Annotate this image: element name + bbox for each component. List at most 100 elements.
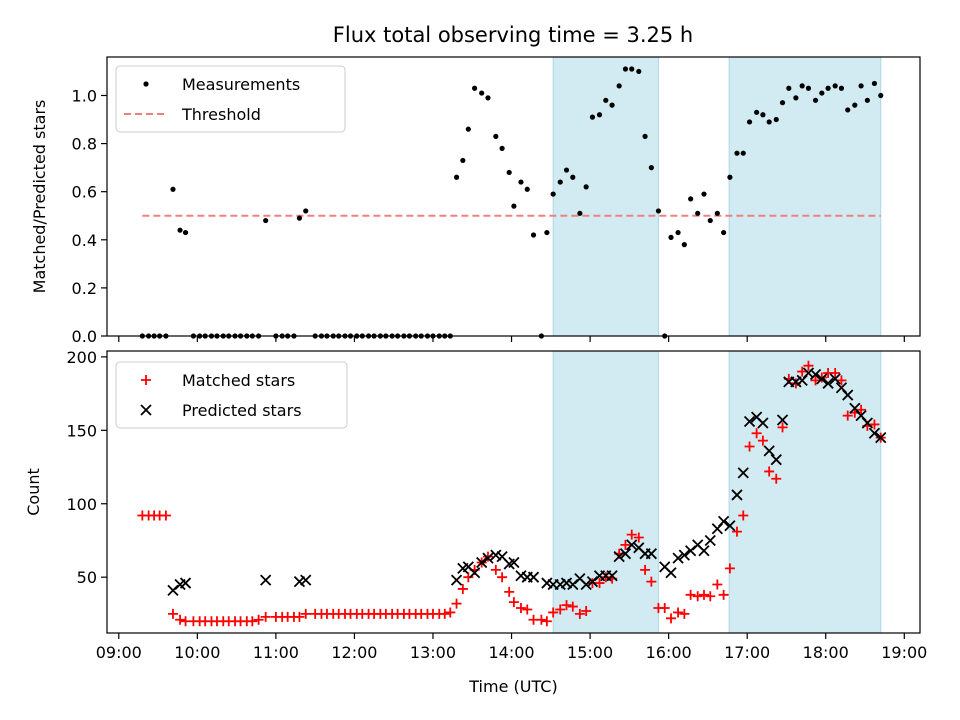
measurement-point	[852, 102, 858, 108]
measurement-point	[485, 95, 491, 101]
matched-star-point	[294, 611, 305, 622]
matched-star-point	[797, 366, 808, 377]
matched-star-point	[451, 598, 462, 609]
measurement-point	[460, 157, 466, 164]
x-tick-label: 16:00	[646, 643, 692, 662]
measurement-point	[825, 85, 831, 91]
measurement-point	[766, 119, 772, 125]
x-tick-label: 13:00	[410, 643, 456, 662]
measurement-point	[589, 114, 596, 120]
matched-star-point	[497, 572, 508, 583]
matched-star-point	[836, 375, 847, 386]
predicted-star-point	[580, 578, 592, 591]
matched-star-point	[482, 551, 493, 562]
matched-star-point	[679, 608, 690, 619]
measurement-point	[303, 208, 309, 214]
matched-star-point	[574, 608, 585, 619]
bottom-shaded-span	[728, 350, 882, 634]
matched-star-point	[633, 532, 644, 543]
predicted-star-point	[763, 445, 775, 457]
predicted-star-point	[672, 552, 684, 564]
predicted-star-point	[875, 432, 887, 444]
predicted-star-point	[678, 549, 690, 561]
bottom-shaded-span	[552, 350, 659, 634]
matched-star-point	[515, 603, 526, 614]
matched-star-point	[260, 611, 271, 622]
predicted-star-point	[757, 417, 769, 429]
predicted-star-point	[645, 548, 657, 560]
bottom-legend-label: Matched stars	[182, 371, 295, 390]
bottom-y-tick-label: 200	[66, 348, 97, 367]
measurement-point	[550, 191, 556, 197]
x-tick-label: 15:00	[567, 643, 613, 662]
matched-star-point	[247, 616, 258, 627]
top-y-tick-label: 0.2	[72, 279, 97, 298]
measurement-point	[721, 229, 727, 236]
measurement-point	[864, 97, 870, 103]
predicted-star-point	[508, 556, 520, 569]
predicted-star-point	[626, 539, 638, 551]
measurement-point	[793, 95, 799, 101]
x-tick-label: 12:00	[331, 643, 377, 662]
matched-star-point	[665, 613, 676, 624]
top-legend-label: Threshold	[181, 105, 261, 124]
measurement-point	[479, 90, 485, 96]
matched-star-point	[522, 604, 533, 615]
matched-star-point	[175, 614, 186, 625]
measurement-point	[707, 217, 713, 224]
matched-star-point	[830, 368, 841, 379]
matched-star-point	[744, 441, 755, 452]
measurement-point	[648, 165, 654, 171]
matched-star-point	[463, 572, 474, 583]
matched-star-point	[751, 428, 762, 439]
measurement-point	[832, 83, 838, 89]
measurement-point	[296, 215, 303, 221]
matched-star-point	[167, 608, 178, 619]
measurement-point	[506, 169, 512, 176]
measurement-point	[779, 100, 786, 106]
measurement-point	[642, 133, 648, 139]
matched-star-point	[718, 589, 729, 600]
matched-star-point	[777, 422, 788, 433]
measurement-point	[609, 102, 615, 108]
predicted-star-point	[822, 377, 834, 389]
measurement-point	[838, 85, 845, 91]
matched-star-point	[640, 564, 651, 575]
measurement-point	[563, 167, 570, 173]
measurement-point	[170, 186, 176, 192]
measurement-point	[871, 80, 878, 87]
matched-star-point	[705, 591, 716, 602]
matched-star-point	[724, 563, 735, 574]
matched-star-point	[731, 526, 742, 537]
predicted-star-point	[731, 489, 743, 501]
measurement-point	[596, 112, 603, 118]
x-axis-label: Time (UTC)	[468, 677, 557, 696]
measurement-point	[714, 210, 720, 216]
matched-star-point	[555, 604, 566, 615]
matched-star-point	[803, 360, 814, 371]
predicted-star-point	[606, 570, 618, 582]
matched-star-point	[536, 614, 547, 625]
top-shaded-span	[552, 56, 659, 337]
x-tick-label: 19:00	[881, 643, 927, 662]
predicted-star-point	[868, 427, 881, 439]
matched-star-point	[445, 607, 456, 618]
x-tick-label: 10:00	[174, 643, 220, 662]
top-panel: 0.0 0.2 0.4 0.6 0.8 1.0 Matched/Predicted star…	[30, 56, 921, 346]
matched-star-point	[685, 589, 696, 600]
measurement-point	[845, 107, 851, 113]
legend-matched-marker	[141, 375, 151, 385]
top-y-tick-label: 1.0	[72, 86, 97, 105]
matched-star-point	[738, 510, 749, 521]
measurement-point	[570, 174, 576, 180]
matched-star-point	[581, 605, 592, 616]
measurement-point	[530, 232, 537, 238]
measurement-point	[773, 116, 779, 123]
predicted-star-point	[179, 577, 192, 589]
predicted-star-point	[619, 548, 632, 560]
legend-measurement-marker	[143, 81, 149, 87]
measurement-point	[760, 112, 766, 118]
matched-star-point	[300, 608, 311, 619]
matched-star-point	[541, 616, 552, 627]
